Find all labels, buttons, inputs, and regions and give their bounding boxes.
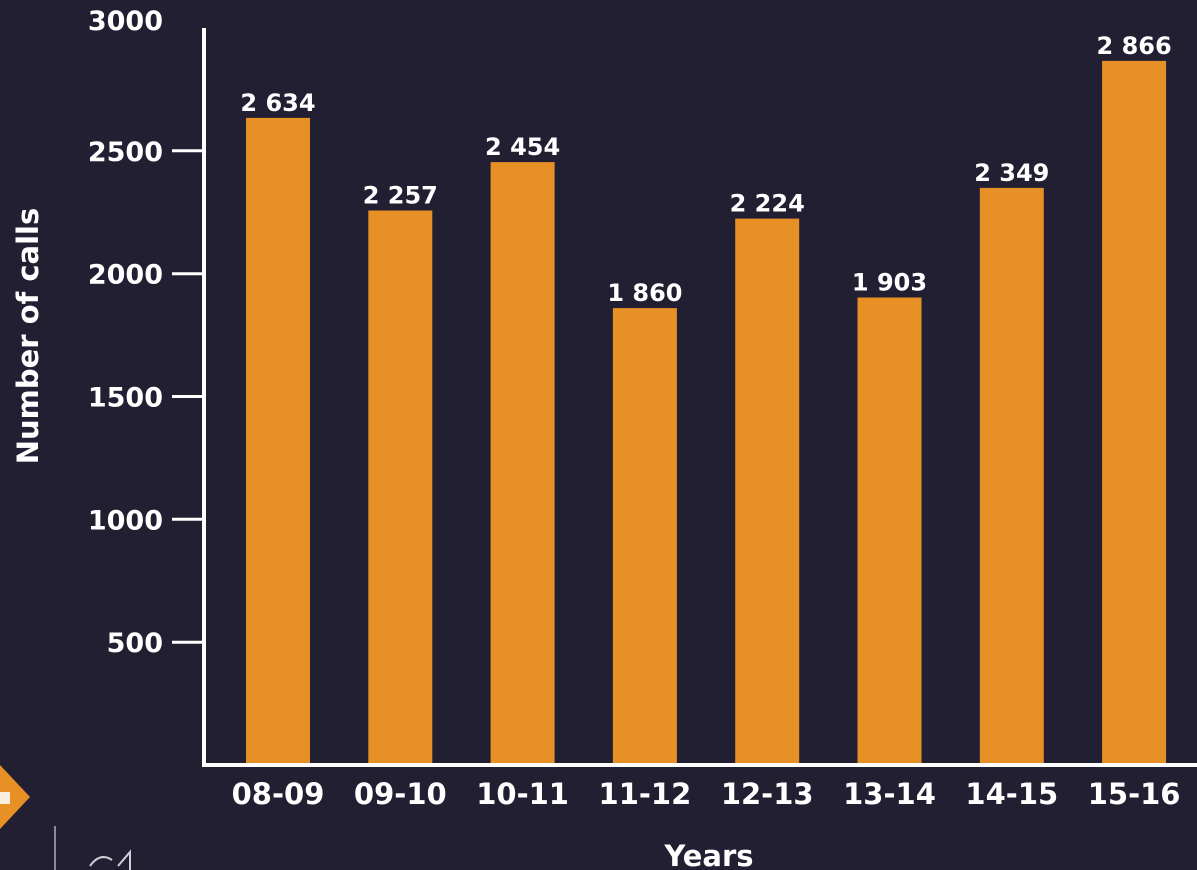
x-tick-label: 15-16 <box>1088 777 1181 811</box>
bar-value-label: 2 224 <box>730 190 805 218</box>
x-axis-title: Years <box>663 839 753 870</box>
x-tick-label: 09-10 <box>354 777 447 811</box>
bar-10-11 <box>490 162 555 766</box>
y-axis-title: Number of calls <box>11 208 45 465</box>
bar-value-label: 2 257 <box>363 182 438 210</box>
bar-14-15 <box>979 187 1044 765</box>
bar-value-label: 1 860 <box>607 279 682 307</box>
x-tick-label: 11-12 <box>599 777 692 811</box>
slide-number-fragment-icon <box>89 849 131 870</box>
y-tick-label: 2500 <box>88 137 163 168</box>
y-axis-ticks: 500 1000 1500 2000 2500 3000 <box>88 6 204 659</box>
y-tick-label: 3000 <box>88 6 163 37</box>
bar-13-14 <box>857 297 922 765</box>
decorative-badge-icon <box>0 765 30 829</box>
x-tick-label: 14-15 <box>965 777 1058 811</box>
bar-11-12 <box>612 308 677 765</box>
bar-09-10 <box>368 210 433 765</box>
x-axis-ticks: 08-09 09-10 10-11 11-12 12-13 13-14 14-15 15-16 <box>232 777 1181 811</box>
x-tick-label: 13-14 <box>843 777 936 811</box>
bar-value-label: 2 634 <box>240 89 315 117</box>
y-tick-label: 500 <box>107 628 163 659</box>
bar-value-labels: 2 634 2 257 2 454 1 860 2 224 1 903 2 349 2 866 <box>240 32 1171 307</box>
bars-layer <box>246 60 1167 766</box>
x-tick-label: 08-09 <box>232 777 325 811</box>
y-tick-label: 2000 <box>88 260 163 291</box>
x-tick-label: 12-13 <box>721 777 814 811</box>
bar-08-09 <box>246 117 310 765</box>
x-tick-label: 10-11 <box>476 777 569 811</box>
bar-12-13 <box>735 218 800 766</box>
bar-value-label: 2 349 <box>974 159 1049 187</box>
bar-value-label: 2 866 <box>1097 32 1172 60</box>
bar-15-16 <box>1102 60 1167 765</box>
y-tick-label: 1500 <box>88 383 163 414</box>
bar-value-label: 2 454 <box>485 133 560 161</box>
bar-value-label: 1 903 <box>852 269 927 297</box>
y-tick-label: 1000 <box>88 505 163 536</box>
